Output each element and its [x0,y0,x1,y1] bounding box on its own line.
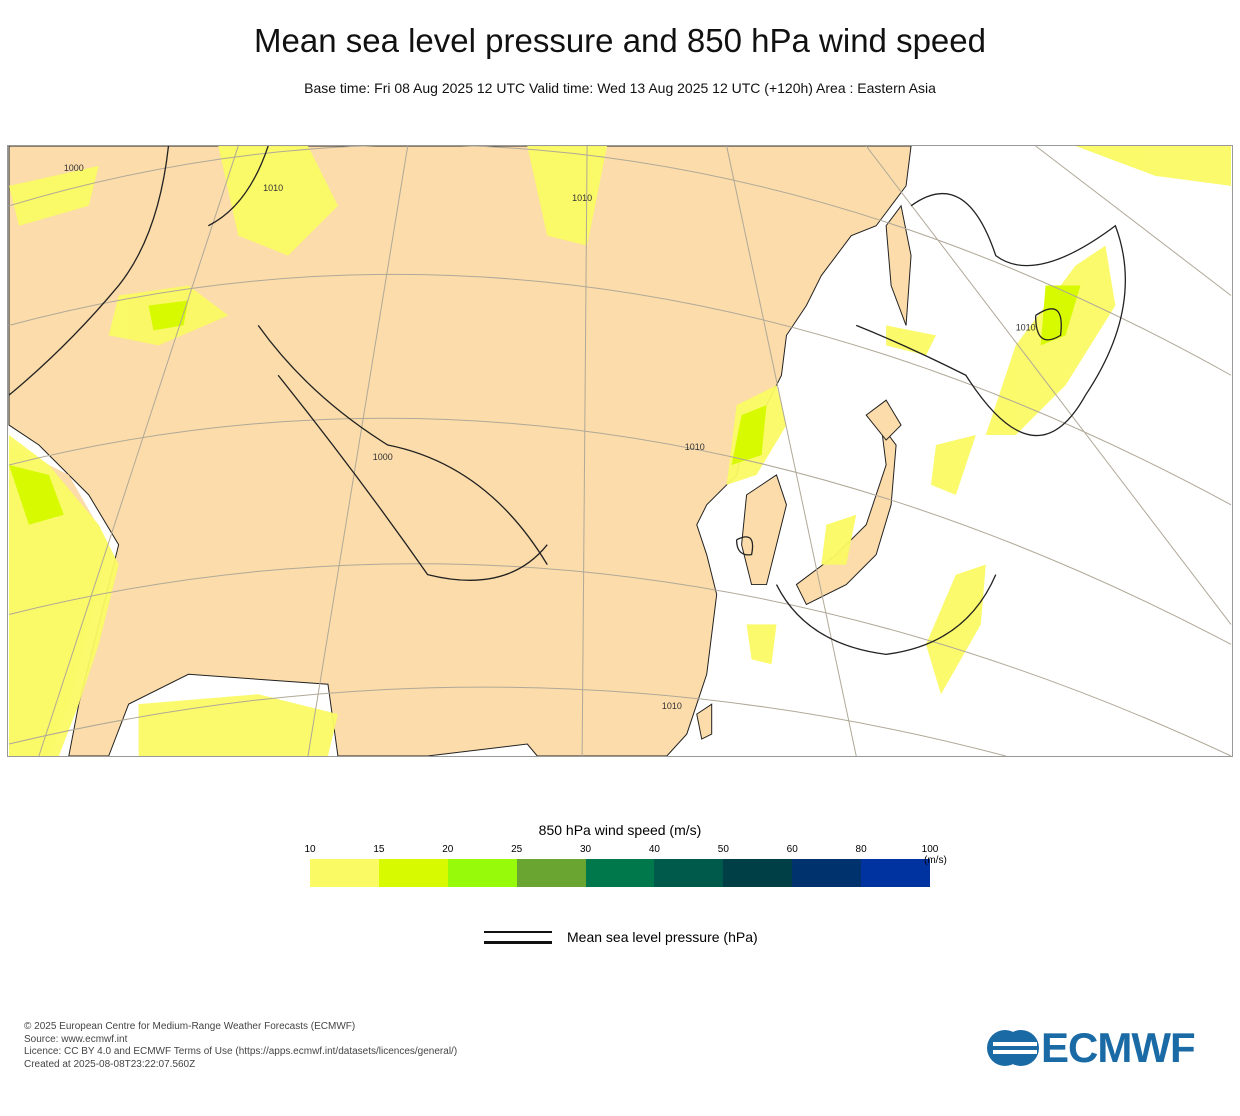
isobar-thin-line-sample [484,931,552,933]
korea-land [741,474,787,586]
subtitle: Base time: Fri 08 Aug 2025 12 UTC Valid … [304,80,936,96]
contour-label: 1000 [64,163,84,173]
colorbar-segment [310,859,379,887]
colorbar-tick-label: 40 [648,844,660,855]
colorbar [310,859,931,887]
logo-text: ECMWF [1041,1024,1196,1071]
colorbar-unit: (m/s) [924,855,947,866]
isobars [8,146,1126,655]
ecmwf-logo: ECMWF [985,1024,1196,1072]
contour-label: 1000 [373,452,393,462]
colorbar-tick-label: 15 [373,844,385,855]
graticule [8,146,1232,756]
contour-label: 1010 [685,442,705,452]
colorbar-tick-label: 60 [786,844,798,855]
colorbar-tick-label: 100 [921,844,939,855]
colorbar-segment [447,859,517,887]
colorbar-tick-label: 50 [717,844,729,855]
footer-credits: © 2025 European Centre for Medium-Range … [24,1021,457,1071]
colorbar-tick-label: 20 [442,844,454,855]
colorbar-segment [861,859,931,887]
weather-map: 1000 1010 1010 1000 1010 1010 1010 [7,145,1233,757]
taiwan-land [696,703,713,740]
colorbar-title: 850 hPa wind speed (m/s) [538,822,702,838]
colorbar-segment [654,859,724,887]
colorbar-segment [792,859,862,887]
legend-label: Mean sea level pressure (hPa) [567,929,758,945]
colorbar-tick-label: 25 [511,844,523,855]
contour-label: 1010 [572,193,592,203]
hokkaido-land [865,399,902,441]
colorbar-segment [585,859,655,887]
footer-line: Created at 2025-08-08T23:22:07.560Z [24,1058,196,1070]
land-mass [8,146,912,756]
colorbar-tick-label: 30 [579,844,592,855]
contour-label: 1010 [263,183,283,193]
ecmwf-logo-icon [987,1030,1039,1066]
colorbar-segment [378,859,448,887]
sakhalin-land [885,204,912,326]
isobar-thick-line-sample [484,941,552,944]
colorbar-tick-label: 80 [855,844,867,855]
colorbar-segment [723,859,793,887]
colorbar-segment [516,859,586,887]
japan-land [795,423,897,606]
footer-line: © 2025 European Centre for Medium-Range … [24,1021,356,1032]
contour-label: 1010 [1016,322,1036,332]
colorbar-tick-label: 10 [304,844,316,855]
contour-label: 1010 [662,701,682,711]
footer-line: Source: www.ecmwf.int [24,1033,128,1045]
page-title: Mean sea level pressure and 850 hPa wind… [254,22,986,59]
footer-line: Licence: CC BY 4.0 and ECMWF Terms of Us… [24,1046,458,1057]
